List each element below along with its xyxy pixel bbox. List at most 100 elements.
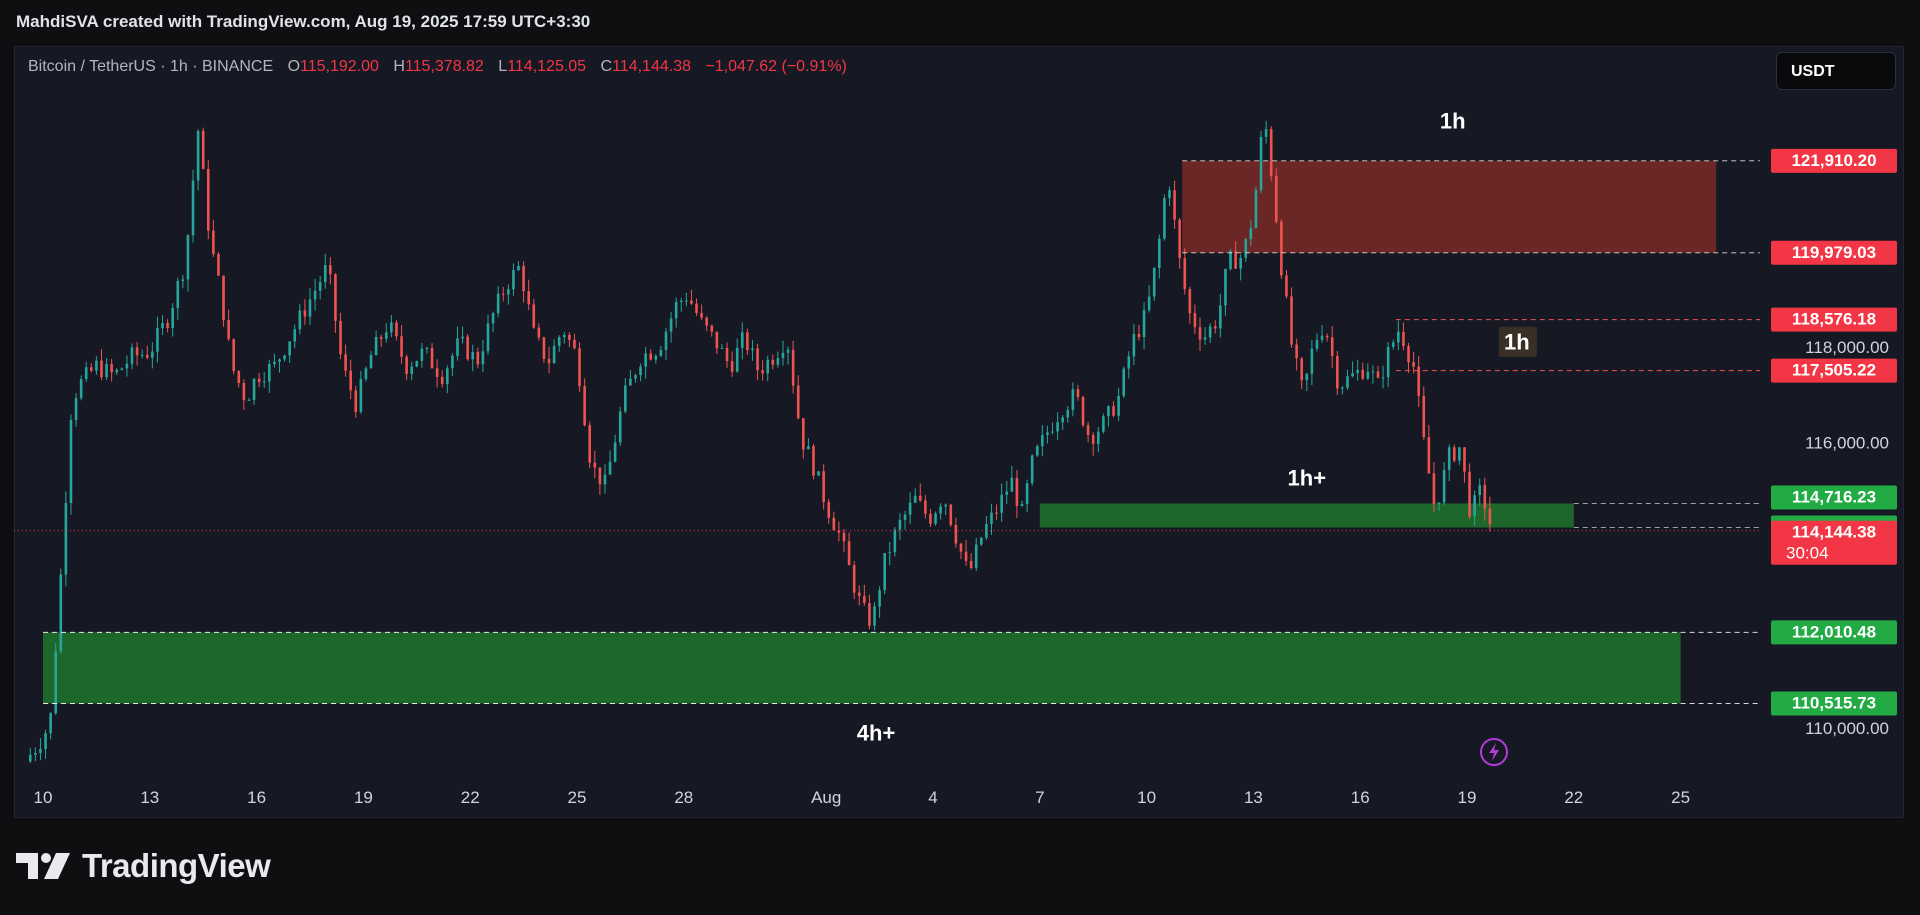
candle-body [908,502,912,515]
candle-body [1351,373,1354,377]
candle-body [501,293,505,295]
candle-body [1376,371,1380,378]
zone-label: 1h+ [1288,466,1327,491]
candle-body [512,270,515,290]
candle-body [283,355,286,360]
candle-body [1198,327,1202,340]
candle-body [959,543,963,552]
candle-body [740,332,744,348]
candle-body [903,514,907,520]
price-tag [1771,485,1897,510]
candle-body [298,310,302,330]
candle-body [1300,358,1304,381]
candle-body [456,338,459,356]
candle-body [1249,228,1253,240]
candle-body [1473,495,1476,517]
x-axis-tick-label: 10 [1137,788,1156,807]
candle-body [888,552,892,554]
candle-body [1056,422,1059,432]
candle-body [618,411,622,443]
candle-body [990,512,993,525]
y-axis-tick-label: 116,000.00 [1805,433,1889,452]
candle-body [746,332,749,351]
candle-body [634,375,637,379]
candle-body [1041,435,1044,447]
candle-body [1371,371,1375,373]
candle-body [822,471,825,503]
candle-body [644,353,647,367]
price-tag-text: 110,515.73 [1792,694,1876,713]
candle-body [1010,477,1014,492]
candle-body [827,502,831,518]
candle-body [435,368,439,377]
candle-body [384,332,388,339]
candle-body [796,385,800,419]
candle-body [1066,409,1070,418]
candle-body [374,336,378,356]
candle-body [893,529,897,553]
candle-body [242,383,246,401]
candle-body [206,169,210,231]
y-axis-tick-label: 118,000.00 [1805,338,1889,357]
candle-body [578,348,581,387]
candle-body [1361,370,1365,379]
candle-body [84,367,88,380]
candle-body [613,442,617,462]
candle-body [1178,219,1181,259]
candle-body [598,467,602,485]
candle-body [1422,395,1426,438]
candle-body [878,590,881,607]
candle-body [1168,190,1171,199]
candle-body [507,289,510,295]
lightning-icon[interactable] [1478,736,1510,768]
candle-body [913,495,917,503]
candle-body [1152,267,1156,297]
x-axis-tick-label: 22 [461,788,480,807]
candle-body [771,359,775,365]
zone-label: 1h [1440,109,1466,134]
candle-body [212,230,215,255]
candle-body [883,553,886,591]
candle-body [135,347,139,356]
candle-body [308,299,312,317]
candle-body [1274,176,1278,222]
candle-body [1264,129,1268,137]
candle-body [1158,238,1161,268]
candle-body [1315,339,1319,349]
open-label: O [287,58,301,75]
candle-body [1163,198,1166,239]
tradingview-logo[interactable]: TradingView [16,846,271,886]
candle-body [405,356,408,375]
candle-body [1259,136,1263,191]
candle-body [1463,447,1466,472]
candle-body [685,300,688,302]
candle-body [430,347,434,369]
candle-body [1112,406,1115,416]
candle-body [1269,129,1273,177]
candle-body [1015,477,1019,506]
candle-body [1061,417,1064,423]
x-axis-tick-label: Aug [811,788,841,807]
candle-body [486,323,490,352]
candle-body [293,329,297,342]
candle-body [105,363,108,378]
candle-body [1285,275,1288,297]
candle-body [868,603,871,626]
candle-body [1397,331,1400,343]
candle-body [695,303,698,314]
candle-body [481,351,485,365]
low-label: L [498,58,508,75]
candle-body [1025,483,1029,505]
candle-body [491,313,495,324]
candle-body [1035,446,1039,456]
x-axis-tick-label: 4 [928,788,937,807]
candle-body [476,351,480,365]
currency-button[interactable]: USDT [1776,52,1896,90]
price-tag-text: 117,505.22 [1792,361,1876,380]
candle-body [1000,494,1003,513]
candle-body [369,355,373,369]
candle-body [420,348,424,361]
symbol-name[interactable]: Bitcoin / TetherUS · 1h · BINANCE [28,58,274,75]
candle-body [568,334,571,340]
